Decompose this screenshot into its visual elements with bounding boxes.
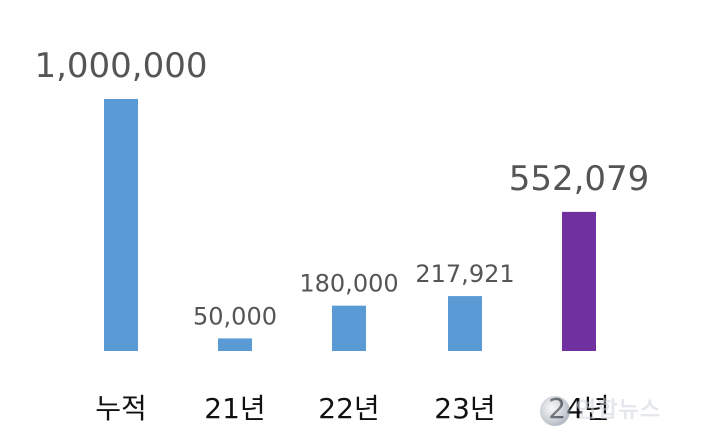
data-label-3: 217,921 (415, 260, 514, 288)
bar-0 (104, 99, 138, 351)
category-label-1: 21년 (204, 392, 265, 425)
data-label-4: 552,079 (509, 159, 650, 199)
data-label-2: 180,000 (299, 270, 398, 298)
news-logo-icon (540, 396, 570, 426)
data-label-0: 1,000,000 (34, 46, 207, 86)
bar-3 (448, 296, 482, 351)
bar-4 (562, 211, 596, 351)
category-label-2: 22년 (318, 392, 379, 425)
data-label-1: 50,000 (193, 302, 277, 330)
category-label-3: 23년 (434, 392, 495, 425)
category-label-0: 누적 (95, 392, 147, 425)
watermark: 연합뉴스 (540, 392, 690, 434)
bar-2 (332, 305, 366, 351)
bar-1 (218, 338, 252, 351)
watermark-text: 연합뉴스 (576, 398, 661, 423)
